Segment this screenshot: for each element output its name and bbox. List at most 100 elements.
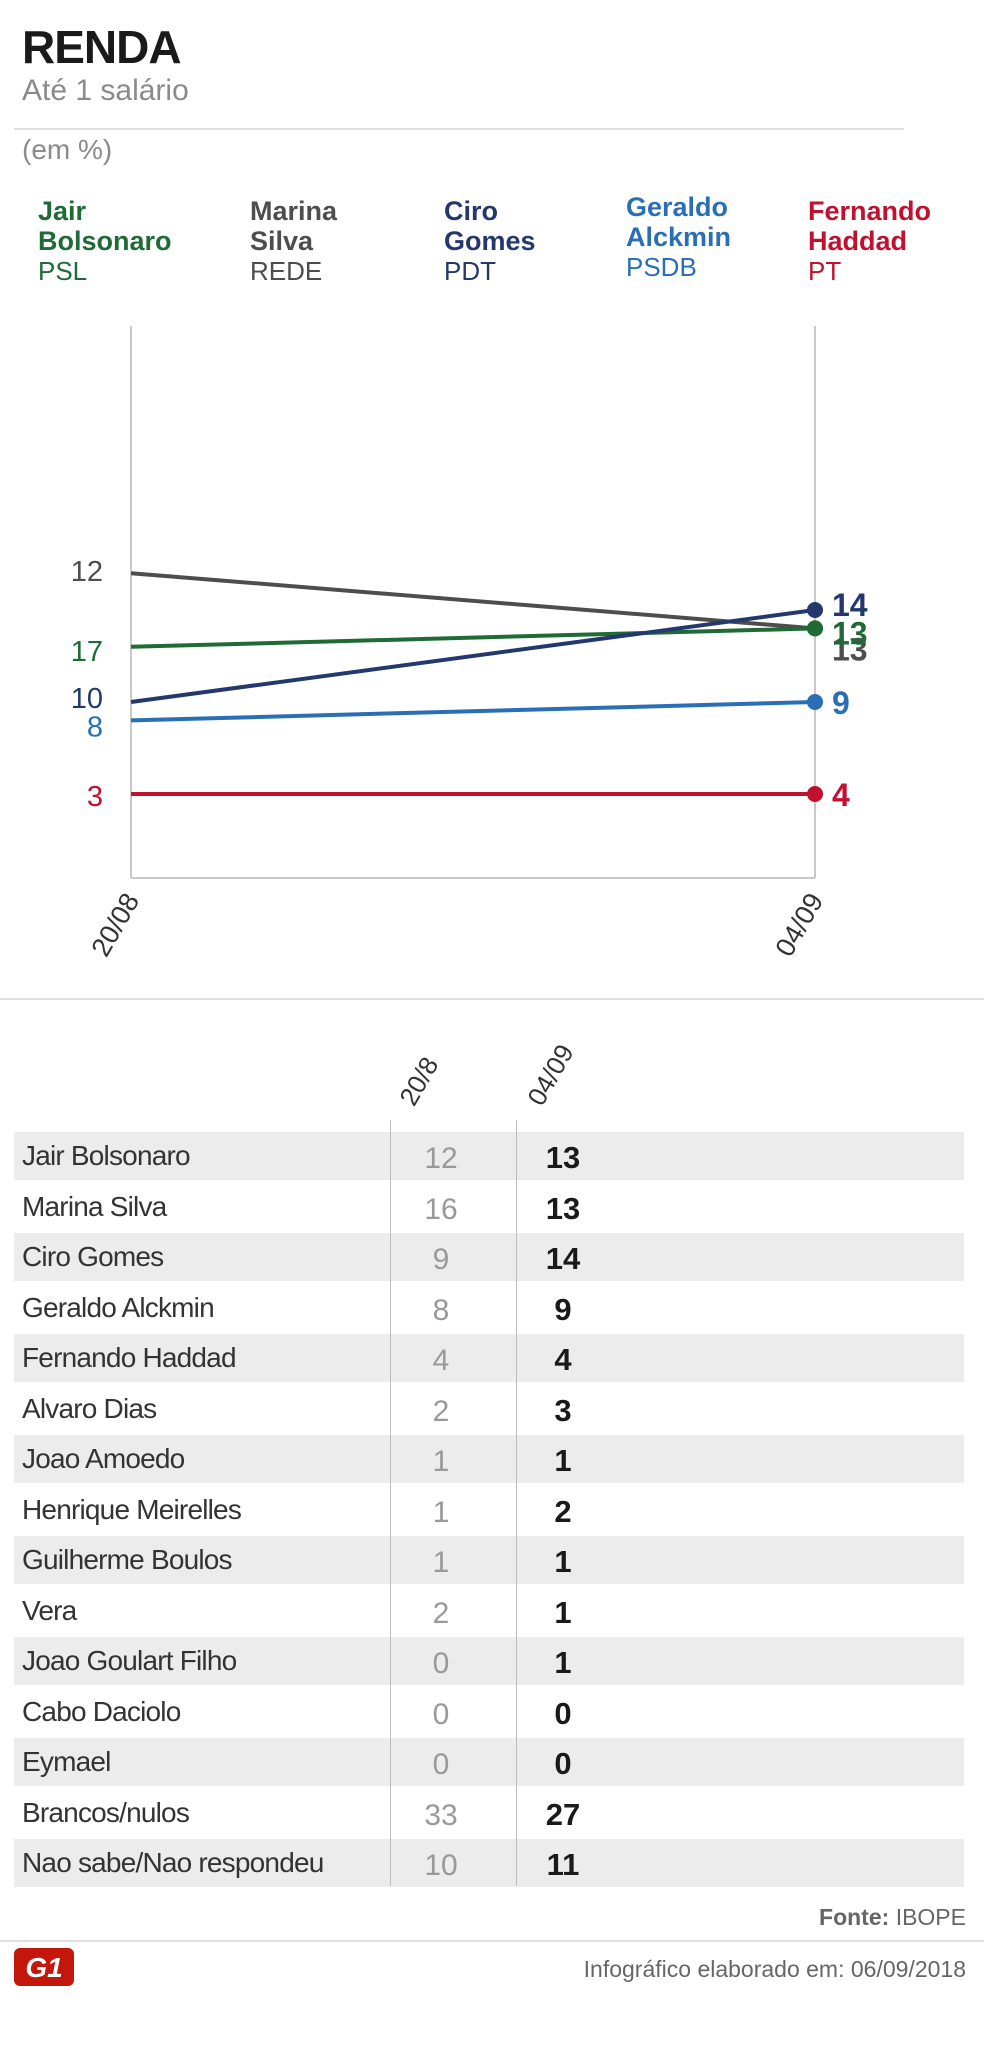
legend-name: Marina Silva (250, 196, 338, 256)
start-value-label: 12 (71, 556, 103, 588)
end-value-label: 13 (832, 631, 868, 667)
row-value-04-09: 3 (554, 1392, 572, 1428)
row-value-20-8: 2 (432, 1596, 450, 1630)
legend-name: Ciro Gomes (444, 196, 536, 256)
table-header-20-8: 20/8 (393, 1051, 445, 1111)
footer-divider (0, 1940, 984, 1942)
line-chart: 12 13 17 13 10 14 8 9 3 4 20/08 04/09 (71, 326, 868, 962)
legend-party: PDT (444, 256, 496, 286)
table-row: Joao Goulart Filho 0 1 (14, 1637, 964, 1685)
row-label: Ciro Gomes (22, 1241, 164, 1272)
row-value-04-09: 1 (554, 1645, 572, 1680)
table-row: Cabo Daciolo 0 0 (14, 1688, 964, 1736)
row-value-04-09: 1 (554, 1544, 572, 1579)
legend-party: PSDB (626, 252, 697, 282)
legend-item-marina: Marina Silva REDE (250, 196, 337, 286)
row-value-04-09: 1 (554, 1594, 572, 1630)
row-value-04-09: 4 (554, 1342, 572, 1377)
row-value-20-8: 16 (424, 1192, 458, 1226)
row-value-04-09: 1 (554, 1443, 572, 1478)
table-row: Alvaro Dias 2 3 (14, 1385, 964, 1433)
legend-name: Fernando Haddad (808, 196, 932, 256)
unit-label: (em %) (22, 134, 113, 165)
table-row: Geraldo Alckmin 8 9 (14, 1284, 964, 1332)
series-line (130, 608, 816, 704)
x-tick-label: 04/09 (769, 888, 829, 962)
table-row: Henrique Meirelles 1 2 (14, 1486, 964, 1534)
table-row: Jair Bolsonaro 12 13 (14, 1132, 964, 1180)
table-col-divider (516, 1120, 517, 1886)
series-line (130, 626, 816, 649)
row-value-20-8: 0 (432, 1697, 450, 1731)
series-end-point (807, 602, 823, 618)
end-value-label: 9 (832, 685, 850, 721)
chart-subtitle: Até 1 salário (22, 74, 189, 107)
row-value-20-8: 10 (424, 1849, 458, 1882)
row-value-20-8: 9 (432, 1243, 450, 1276)
series-end-point (807, 620, 823, 637)
row-value-20-8: 4 (432, 1344, 450, 1377)
row-value-04-09: 13 (545, 1140, 581, 1175)
start-value-label: 10 (71, 683, 103, 715)
row-label: Nao sabe/Nao respondeu (22, 1847, 324, 1878)
legend-item-haddad: Fernando Haddad PT (808, 196, 931, 286)
legend-item-bolsonaro: Jair Bolsonaro PSL (38, 196, 172, 286)
start-value-label: 8 (87, 711, 103, 743)
row-value-20-8: 2 (432, 1394, 450, 1428)
row-value-04-09: 9 (554, 1291, 572, 1327)
end-value-label: 13 (832, 615, 868, 651)
row-value-04-09: 27 (545, 1796, 581, 1832)
series-line (130, 700, 816, 723)
row-label: Fernando Haddad (22, 1342, 237, 1373)
series-line (130, 571, 816, 631)
legend-item-alckmin: Geraldo Alckmin PSDB (626, 192, 731, 282)
table-row: Joao Amoedo 1 1 (14, 1435, 964, 1483)
row-value-20-8: 8 (432, 1293, 450, 1327)
row-label: Jair Bolsonaro (22, 1140, 191, 1171)
credit-note: Infográfico elaborado em: 06/09/2018 (583, 1956, 966, 1982)
start-value-label: 3 (87, 781, 103, 813)
row-label: Marina Silva (22, 1190, 167, 1222)
table-row: Guilherme Boulos 1 1 (14, 1536, 964, 1584)
row-value-04-09: 13 (545, 1190, 581, 1226)
table-row: Eymael 0 0 (14, 1738, 964, 1786)
end-value-label: 14 (832, 587, 868, 623)
row-value-20-8: 1 (432, 1495, 450, 1529)
x-tick-label: 20/08 (85, 888, 145, 962)
row-label: Eymael (22, 1746, 111, 1777)
series-end-point (807, 694, 823, 710)
table-row: Nao sabe/Nao respondeu 10 11 (14, 1839, 964, 1887)
source-note: Fonte: IBOPE (819, 1904, 966, 1930)
row-value-20-8: 0 (432, 1647, 450, 1680)
row-value-04-09: 0 (554, 1695, 572, 1731)
legend-party: PSL (38, 256, 88, 286)
header-divider (14, 128, 904, 130)
row-label: Guilherme Boulos (22, 1544, 233, 1575)
table-header-04-09: 04/09 (521, 1039, 580, 1111)
legend-party: REDE (250, 256, 323, 286)
legend-name: Geraldo Alckmin (626, 192, 732, 252)
row-label: Joao Amoedo (22, 1443, 185, 1474)
row-label: Alvaro Dias (22, 1392, 157, 1424)
row-value-20-8: 1 (432, 1546, 450, 1579)
legend-name: Jair Bolsonaro (38, 196, 172, 256)
section-divider (0, 998, 984, 1000)
table-row: Brancos/nulos 33 27 (14, 1789, 964, 1837)
table-col-divider (390, 1120, 391, 1886)
row-label: Brancos/nulos (22, 1796, 190, 1828)
row-value-20-8: 33 (424, 1798, 458, 1832)
row-label: Vera (22, 1594, 77, 1626)
row-value-04-09: 11 (546, 1847, 580, 1882)
start-value-label: 17 (71, 636, 103, 668)
table-row: Vera 2 1 (14, 1587, 964, 1635)
row-label: Cabo Daciolo (22, 1695, 181, 1727)
table-row: Ciro Gomes 9 14 (14, 1233, 964, 1281)
row-label: Henrique Meirelles (22, 1493, 242, 1525)
row-value-04-09: 0 (554, 1746, 572, 1781)
row-value-20-8: 0 (432, 1748, 450, 1781)
row-value-04-09: 14 (545, 1241, 581, 1276)
table-row: Marina Silva 16 13 (14, 1183, 964, 1231)
chart-title: RENDA (22, 21, 182, 73)
end-value-label: 4 (832, 777, 850, 813)
row-label: Joao Goulart Filho (22, 1645, 237, 1676)
